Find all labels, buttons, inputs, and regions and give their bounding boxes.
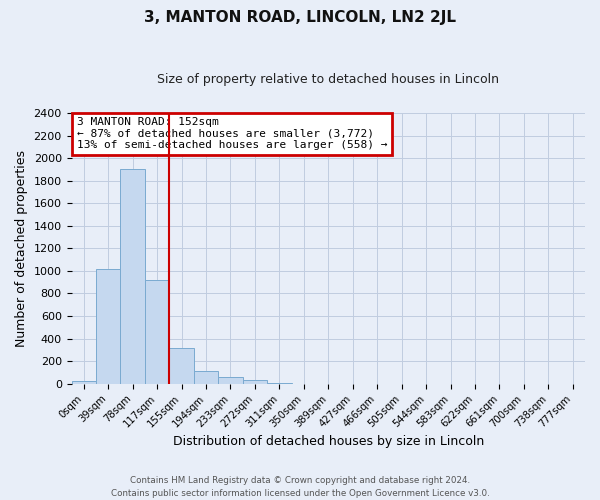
- Text: 3, MANTON ROAD, LINCOLN, LN2 2JL: 3, MANTON ROAD, LINCOLN, LN2 2JL: [144, 10, 456, 25]
- Bar: [71, 382, 96, 384]
- Bar: [194, 371, 218, 384]
- X-axis label: Distribution of detached houses by size in Lincoln: Distribution of detached houses by size …: [173, 434, 484, 448]
- Y-axis label: Number of detached properties: Number of detached properties: [15, 150, 28, 347]
- Bar: [169, 348, 194, 384]
- Bar: [267, 383, 292, 384]
- Bar: [96, 268, 121, 384]
- Bar: [121, 170, 145, 384]
- Text: 3 MANTON ROAD: 152sqm
← 87% of detached houses are smaller (3,772)
13% of semi-d: 3 MANTON ROAD: 152sqm ← 87% of detached …: [77, 117, 387, 150]
- Title: Size of property relative to detached houses in Lincoln: Size of property relative to detached ho…: [157, 72, 499, 86]
- Bar: [218, 378, 242, 384]
- Bar: [145, 280, 169, 384]
- Bar: [242, 380, 267, 384]
- Text: Contains HM Land Registry data © Crown copyright and database right 2024.
Contai: Contains HM Land Registry data © Crown c…: [110, 476, 490, 498]
